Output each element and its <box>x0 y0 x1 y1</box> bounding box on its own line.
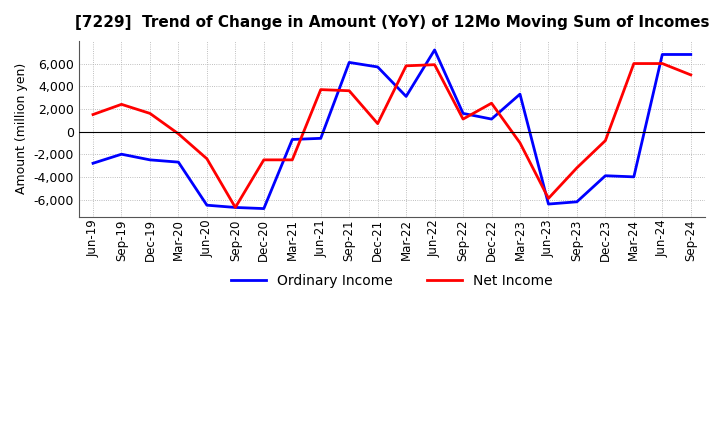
Ordinary Income <box>601 173 610 178</box>
Net Income <box>259 157 268 162</box>
Ordinary Income <box>345 60 354 65</box>
Ordinary Income <box>516 92 524 97</box>
Net Income <box>629 61 638 66</box>
Ordinary Income <box>145 157 154 162</box>
Line: Net Income: Net Income <box>93 63 690 207</box>
Ordinary Income <box>89 161 97 166</box>
Ordinary Income <box>431 48 439 53</box>
Net Income <box>202 156 211 161</box>
Net Income <box>374 121 382 126</box>
Ordinary Income <box>686 52 695 57</box>
Ordinary Income <box>259 206 268 211</box>
Net Income <box>174 131 183 136</box>
Ordinary Income <box>174 159 183 165</box>
Net Income <box>316 87 325 92</box>
Ordinary Income <box>544 202 553 207</box>
Net Income <box>431 62 439 67</box>
Ordinary Income <box>374 64 382 70</box>
Net Income <box>288 157 297 162</box>
Ordinary Income <box>572 199 581 205</box>
Net Income <box>658 61 667 66</box>
Ordinary Income <box>658 52 667 57</box>
Ordinary Income <box>117 151 126 157</box>
Ordinary Income <box>487 117 496 122</box>
Net Income <box>487 101 496 106</box>
Net Income <box>402 63 410 69</box>
Net Income <box>145 111 154 116</box>
Net Income <box>601 138 610 143</box>
Net Income <box>459 117 467 122</box>
Net Income <box>544 196 553 201</box>
Net Income <box>89 112 97 117</box>
Net Income <box>686 72 695 77</box>
Legend: Ordinary Income, Net Income: Ordinary Income, Net Income <box>225 269 558 294</box>
Ordinary Income <box>402 94 410 99</box>
Net Income <box>572 165 581 170</box>
Net Income <box>345 88 354 93</box>
Ordinary Income <box>629 174 638 180</box>
Ordinary Income <box>316 136 325 141</box>
Net Income <box>117 102 126 107</box>
Ordinary Income <box>231 205 240 210</box>
Ordinary Income <box>202 202 211 208</box>
Title: [7229]  Trend of Change in Amount (YoY) of 12Mo Moving Sum of Incomes: [7229] Trend of Change in Amount (YoY) o… <box>75 15 709 30</box>
Ordinary Income <box>459 111 467 116</box>
Ordinary Income <box>288 137 297 142</box>
Y-axis label: Amount (million yen): Amount (million yen) <box>15 63 28 194</box>
Line: Ordinary Income: Ordinary Income <box>93 50 690 209</box>
Net Income <box>231 205 240 210</box>
Net Income <box>516 140 524 146</box>
